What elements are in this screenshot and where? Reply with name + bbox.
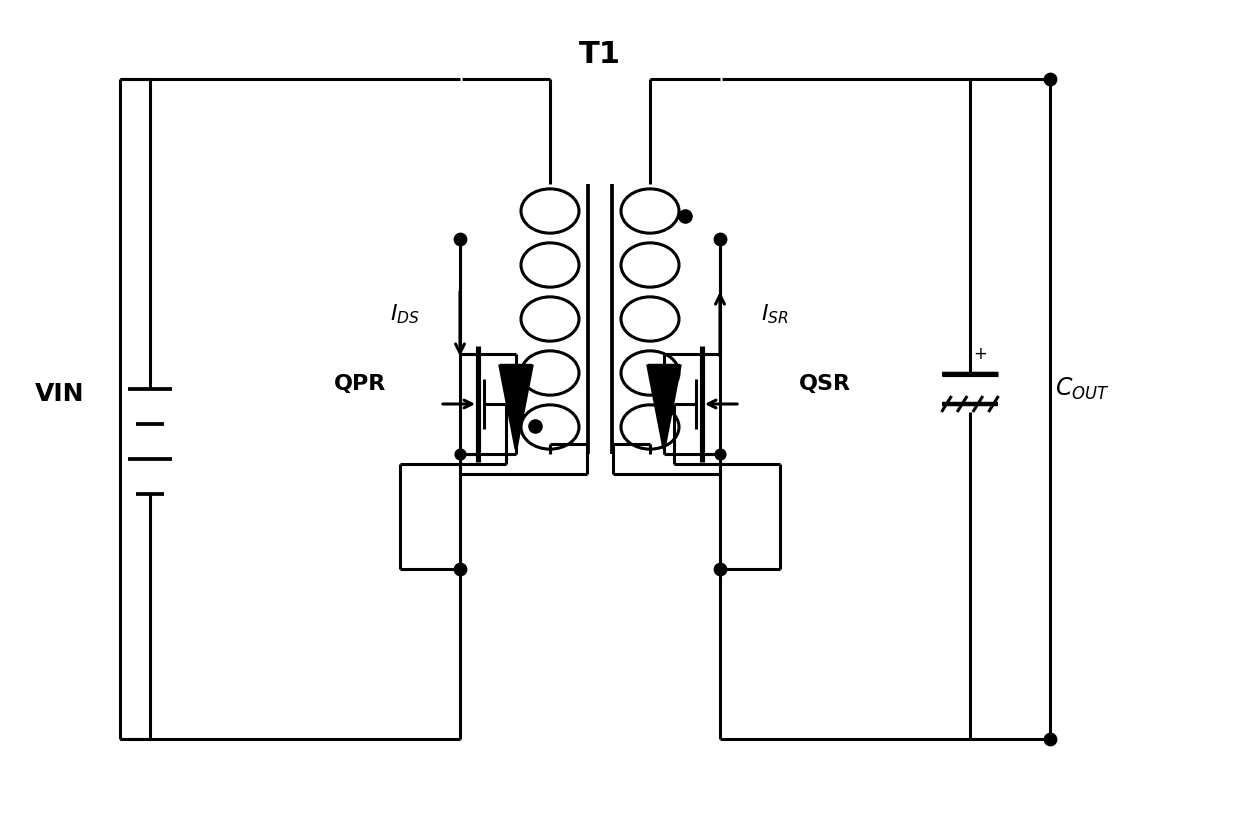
Text: QSR: QSR — [799, 374, 851, 394]
Point — [711, 562, 730, 576]
Point — [525, 420, 544, 433]
Polygon shape — [649, 366, 680, 449]
Point — [450, 562, 470, 576]
Text: QPR: QPR — [334, 374, 386, 394]
Point — [675, 209, 694, 222]
Text: $I_{DS}$: $I_{DS}$ — [391, 302, 420, 326]
Point — [450, 447, 470, 461]
Point — [1040, 72, 1060, 86]
Polygon shape — [500, 366, 532, 449]
Point — [450, 232, 470, 246]
Text: +: + — [973, 345, 987, 363]
Text: VIN: VIN — [35, 382, 84, 406]
Text: $I_{SR}$: $I_{SR}$ — [761, 302, 789, 326]
Text: T1: T1 — [579, 39, 621, 69]
Point — [1040, 732, 1060, 746]
Point — [711, 447, 730, 461]
Point — [711, 232, 730, 246]
Text: $C_{OUT}$: $C_{OUT}$ — [1055, 376, 1110, 402]
